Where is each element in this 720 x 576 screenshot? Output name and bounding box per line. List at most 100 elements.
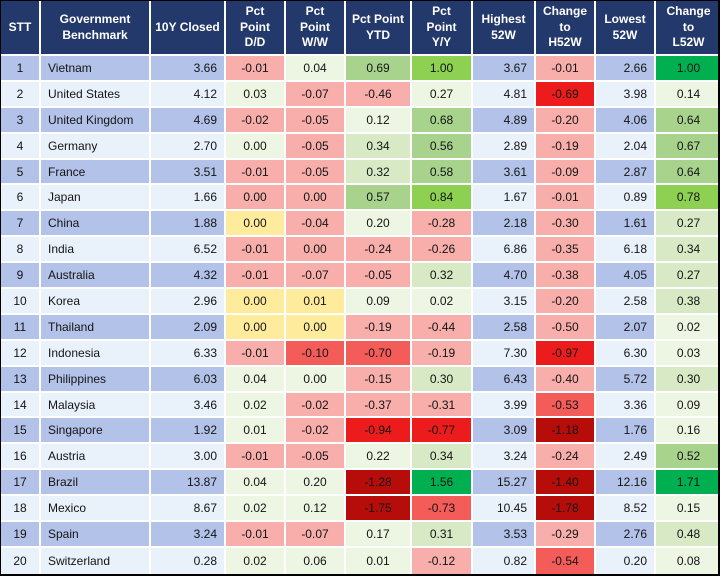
cell-closed[interactable]: 3.24 — [151, 522, 226, 548]
cell-country[interactable]: United States — [41, 81, 151, 108]
cell-low52[interactable]: 5.72 — [596, 366, 656, 393]
cell-high52[interactable]: 3.61 — [473, 159, 536, 186]
cell-dd[interactable]: -0.01 — [226, 263, 286, 290]
cell-chg_h52[interactable]: -0.01 — [536, 56, 596, 82]
cell-dd[interactable]: 0.02 — [226, 547, 286, 574]
cell-chg_h52[interactable]: -0.53 — [536, 392, 596, 419]
cell-low52[interactable]: 4.06 — [596, 107, 656, 134]
cell-high52[interactable]: 10.45 — [473, 496, 536, 523]
cell-chg_h52[interactable]: -1.18 — [536, 418, 596, 445]
cell-low52[interactable]: 1.61 — [596, 211, 656, 238]
cell-closed[interactable]: 13.87 — [151, 470, 226, 497]
cell-chg_l52[interactable]: 0.14 — [656, 81, 718, 108]
cell-high52[interactable]: 3.53 — [473, 522, 536, 548]
cell-ww[interactable]: -0.02 — [286, 392, 346, 419]
cell-high52[interactable]: 2.58 — [473, 314, 536, 341]
cell-ytd[interactable]: 0.01 — [346, 547, 412, 574]
cell-low52[interactable]: 2.04 — [596, 133, 656, 160]
cell-closed[interactable]: 0.28 — [151, 547, 226, 574]
cell-stt[interactable]: 11 — [1, 314, 41, 341]
cell-dd[interactable]: -0.02 — [226, 107, 286, 134]
cell-chg_l52[interactable]: 0.78 — [656, 185, 718, 212]
cell-closed[interactable]: 4.32 — [151, 263, 226, 290]
cell-yy[interactable]: 0.56 — [412, 133, 473, 160]
cell-low52[interactable]: 2.49 — [596, 444, 656, 471]
cell-ww[interactable]: -0.05 — [286, 159, 346, 186]
cell-closed[interactable]: 3.00 — [151, 444, 226, 471]
cell-stt[interactable]: 13 — [1, 366, 41, 393]
cell-yy[interactable]: -0.28 — [412, 211, 473, 238]
cell-dd[interactable]: 0.02 — [226, 496, 286, 523]
cell-country[interactable]: Thailand — [41, 314, 151, 341]
cell-dd[interactable]: -0.01 — [226, 56, 286, 82]
cell-stt[interactable]: 10 — [1, 289, 41, 315]
cell-chg_h52[interactable]: -0.50 — [536, 314, 596, 341]
cell-country[interactable]: United Kingdom — [41, 107, 151, 134]
cell-ww[interactable]: -0.04 — [286, 211, 346, 238]
cell-closed[interactable]: 4.12 — [151, 81, 226, 108]
cell-dd[interactable]: 0.00 — [226, 185, 286, 212]
cell-yy[interactable]: 0.68 — [412, 107, 473, 134]
cell-dd[interactable]: 0.04 — [226, 470, 286, 497]
cell-high52[interactable]: 0.82 — [473, 547, 536, 574]
column-header-yy[interactable]: Pct Point Y/Y — [412, 1, 473, 56]
cell-stt[interactable]: 4 — [1, 133, 41, 160]
cell-low52[interactable]: 2.07 — [596, 314, 656, 341]
cell-high52[interactable]: 6.43 — [473, 366, 536, 393]
cell-closed[interactable]: 6.52 — [151, 237, 226, 264]
cell-yy[interactable]: 0.02 — [412, 289, 473, 315]
column-header-high52[interactable]: Highest 52W — [473, 1, 536, 56]
cell-chg_l52[interactable]: 0.64 — [656, 159, 718, 186]
cell-low52[interactable]: 0.20 — [596, 547, 656, 574]
cell-yy[interactable]: 0.34 — [412, 444, 473, 471]
cell-high52[interactable]: 2.89 — [473, 133, 536, 160]
cell-high52[interactable]: 4.89 — [473, 107, 536, 134]
cell-dd[interactable]: 0.00 — [226, 211, 286, 238]
cell-ww[interactable]: -0.07 — [286, 522, 346, 548]
cell-ww[interactable]: -0.05 — [286, 107, 346, 134]
cell-yy[interactable]: -0.31 — [412, 392, 473, 419]
cell-ww[interactable]: 0.01 — [286, 289, 346, 315]
cell-chg_h52[interactable]: -0.19 — [536, 133, 596, 160]
cell-chg_h52[interactable]: -0.29 — [536, 522, 596, 548]
cell-high52[interactable]: 7.30 — [473, 340, 536, 367]
cell-chg_l52[interactable]: 1.00 — [656, 56, 718, 82]
cell-country[interactable]: Indonesia — [41, 340, 151, 367]
cell-low52[interactable]: 6.30 — [596, 340, 656, 367]
cell-country[interactable]: France — [41, 159, 151, 186]
cell-high52[interactable]: 15.27 — [473, 470, 536, 497]
cell-high52[interactable]: 1.67 — [473, 185, 536, 212]
cell-stt[interactable]: 16 — [1, 444, 41, 471]
cell-low52[interactable]: 0.89 — [596, 185, 656, 212]
cell-dd[interactable]: -0.01 — [226, 237, 286, 264]
cell-chg_h52[interactable]: -0.30 — [536, 211, 596, 238]
cell-chg_l52[interactable]: 0.34 — [656, 237, 718, 264]
cell-chg_l52[interactable]: 0.02 — [656, 314, 718, 341]
cell-country[interactable]: Brazil — [41, 470, 151, 497]
cell-yy[interactable]: 1.56 — [412, 470, 473, 497]
cell-low52[interactable]: 1.76 — [596, 418, 656, 445]
cell-stt[interactable]: 5 — [1, 159, 41, 186]
column-header-low52[interactable]: Lowest 52W — [596, 1, 656, 56]
cell-country[interactable]: Vietnam — [41, 56, 151, 82]
cell-chg_l52[interactable]: 0.48 — [656, 522, 718, 548]
cell-ww[interactable]: 0.00 — [286, 366, 346, 393]
cell-ytd[interactable]: 0.17 — [346, 522, 412, 548]
cell-ytd[interactable]: -0.94 — [346, 418, 412, 445]
cell-ytd[interactable]: -0.15 — [346, 366, 412, 393]
cell-ww[interactable]: -0.07 — [286, 263, 346, 290]
cell-dd[interactable]: 0.01 — [226, 418, 286, 445]
cell-yy[interactable]: -0.12 — [412, 547, 473, 574]
cell-ytd[interactable]: 0.34 — [346, 133, 412, 160]
cell-low52[interactable]: 6.18 — [596, 237, 656, 264]
column-header-stt[interactable]: STT — [1, 1, 41, 56]
cell-low52[interactable]: 12.16 — [596, 470, 656, 497]
cell-chg_h52[interactable]: -0.97 — [536, 340, 596, 367]
cell-ww[interactable]: -0.05 — [286, 444, 346, 471]
cell-high52[interactable]: 3.24 — [473, 444, 536, 471]
cell-chg_h52[interactable]: -0.20 — [536, 107, 596, 134]
cell-dd[interactable]: -0.01 — [226, 444, 286, 471]
cell-high52[interactable]: 4.81 — [473, 81, 536, 108]
cell-ww[interactable]: 0.04 — [286, 56, 346, 82]
cell-closed[interactable]: 1.88 — [151, 211, 226, 238]
